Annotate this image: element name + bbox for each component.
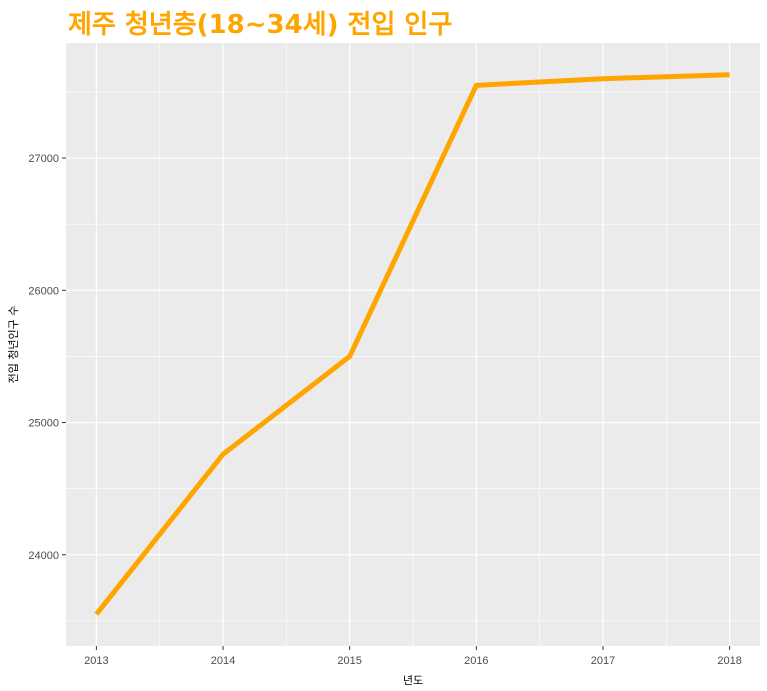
x-tick-label: 2013	[84, 655, 108, 667]
x-tick-label: 2018	[717, 655, 741, 667]
x-tick-label: 2015	[337, 655, 361, 667]
grid-minor	[66, 43, 760, 646]
x-tick-label: 2014	[211, 655, 235, 667]
chart-title: 제주 청년층(18~34세) 전입 인구	[68, 10, 453, 40]
y-axis-ticks: 24000 25000 26000 27000	[28, 153, 66, 562]
series-line	[94, 72, 730, 616]
x-axis-ticks: 2013 2014 2015 2016 2017 2018	[84, 646, 742, 667]
y-axis-title: 전입 청년인구 수	[7, 306, 20, 384]
y-tick-label: 25000	[28, 418, 59, 430]
x-tick-label: 2016	[464, 655, 488, 667]
grid-major	[66, 43, 760, 646]
x-tick-label: 2017	[591, 655, 615, 667]
x-axis-title: 년도	[403, 674, 423, 687]
y-tick-label: 27000	[28, 153, 59, 165]
y-tick-label: 26000	[28, 285, 59, 297]
y-tick-label: 24000	[28, 550, 59, 562]
